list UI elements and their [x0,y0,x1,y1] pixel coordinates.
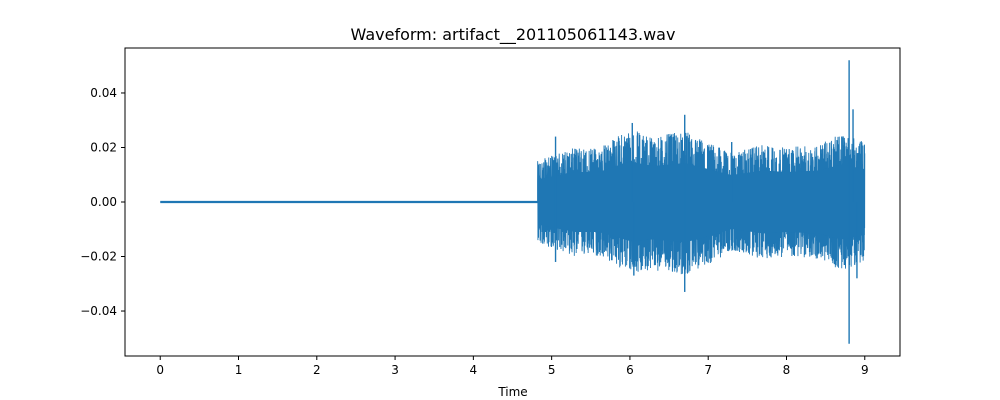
y-tick-label: −0.02 [80,250,117,264]
y-axis: −0.04 −0.02 0.00 0.02 0.04 [80,86,125,318]
x-tick-label: 5 [548,363,556,377]
y-tick-label: 0.00 [90,195,117,209]
x-axis-label: Time [497,385,527,399]
x-tick-label: 9 [861,363,869,377]
x-axis: 0 1 2 3 4 5 6 7 8 9 [156,356,869,377]
plot-area [160,60,866,344]
x-tick-label: 0 [156,363,164,377]
x-tick-label: 1 [235,363,243,377]
series-layer [160,60,866,344]
x-tick-label: 6 [626,363,634,377]
y-tick-label: −0.04 [80,304,117,318]
x-tick-label: 4 [470,363,478,377]
x-tick-label: 3 [391,363,399,377]
y-tick-label: 0.04 [90,86,117,100]
chart-title: Waveform: artifact__201105061143.wav [351,25,676,45]
waveform-core [537,161,865,243]
x-tick-label: 7 [704,363,712,377]
x-tick-label: 8 [783,363,791,377]
y-tick-label: 0.02 [90,140,117,154]
x-tick-label: 2 [313,363,321,377]
